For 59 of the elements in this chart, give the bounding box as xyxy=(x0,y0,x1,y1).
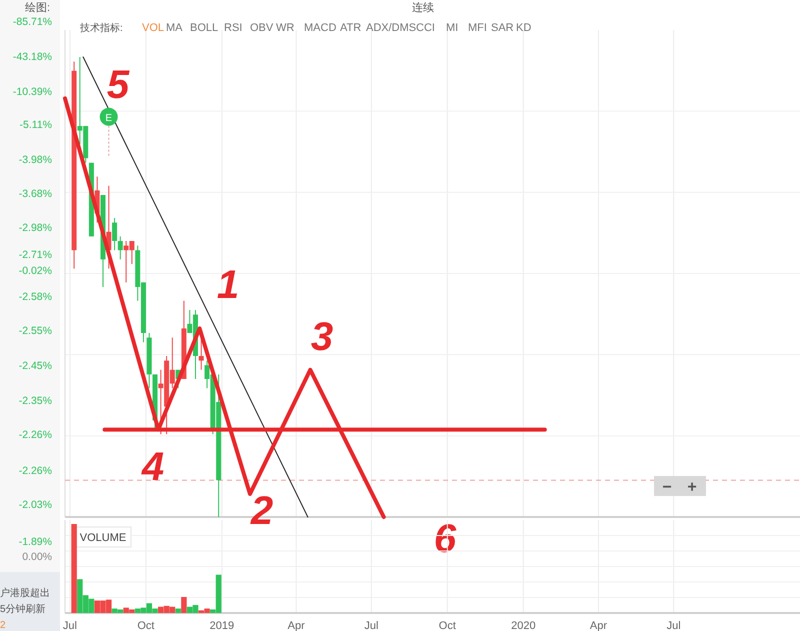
text: 0.00% xyxy=(22,551,52,563)
text: -2.35% xyxy=(18,395,52,407)
text: -2.71% xyxy=(18,249,52,261)
annotation: 5 xyxy=(106,63,130,107)
text: -10.39% xyxy=(12,86,52,98)
text: 5分钟刷新 xyxy=(0,603,46,615)
annotation: 3 xyxy=(310,315,334,359)
text: KD xyxy=(516,22,532,34)
text: -2.03% xyxy=(18,499,52,511)
x-tick-label: Apr xyxy=(288,620,306,631)
text: MI xyxy=(446,22,458,34)
text: -3.68% xyxy=(18,188,52,200)
text: MA xyxy=(166,22,184,34)
text: -5.11% xyxy=(20,119,52,131)
annotation: 1 xyxy=(216,263,240,307)
x-tick-label: Jul xyxy=(666,620,681,631)
annotation: 4 xyxy=(140,445,164,489)
annotation: − xyxy=(662,479,672,496)
text: ATR xyxy=(340,22,362,34)
text: -2.98% xyxy=(18,222,52,234)
x-tick-label: 2019 xyxy=(210,620,234,631)
text: CCI xyxy=(416,22,435,34)
text: VOL xyxy=(142,22,164,34)
text: MACD xyxy=(304,22,336,34)
text: 技术指标: xyxy=(79,22,123,34)
x-tick-label: Oct xyxy=(438,620,456,631)
bar xyxy=(71,524,77,613)
text: -0.02% xyxy=(18,265,52,277)
text: ADX/DMS xyxy=(366,22,416,34)
x-tick-label: 2020 xyxy=(511,620,536,631)
text: SAR xyxy=(491,22,514,34)
text: -3.98% xyxy=(18,154,52,166)
text: -2.58% xyxy=(18,291,52,303)
text: -1.89% xyxy=(18,536,52,548)
text: OBV xyxy=(250,22,274,34)
text: 户港股超出 xyxy=(0,587,50,599)
text: RSI xyxy=(224,22,242,34)
text: 连续 xyxy=(412,1,434,14)
text: -85.71% xyxy=(12,16,52,28)
x-tick-label: Jul xyxy=(364,620,378,631)
text: -43.18% xyxy=(12,51,52,63)
x-tick-label: Oct xyxy=(137,620,154,631)
annotation: E xyxy=(105,112,112,124)
text: -2.45% xyxy=(18,360,52,372)
text: -2.26% xyxy=(18,465,52,477)
x-tick-label: Jul xyxy=(62,620,77,631)
annotation: + xyxy=(687,479,697,496)
text: BOLL xyxy=(190,22,218,34)
text: WR xyxy=(276,22,294,34)
text: 绘图: xyxy=(25,2,50,14)
text: 2 xyxy=(0,620,6,631)
text: VOLUME xyxy=(80,532,126,544)
text: -2.26% xyxy=(18,429,52,441)
annotation: 2 xyxy=(250,489,274,533)
text: MFI xyxy=(468,22,487,34)
bar xyxy=(181,596,187,613)
x-tick-label: Apr xyxy=(590,620,608,631)
text: -2.55% xyxy=(18,325,52,337)
bar xyxy=(175,608,181,613)
